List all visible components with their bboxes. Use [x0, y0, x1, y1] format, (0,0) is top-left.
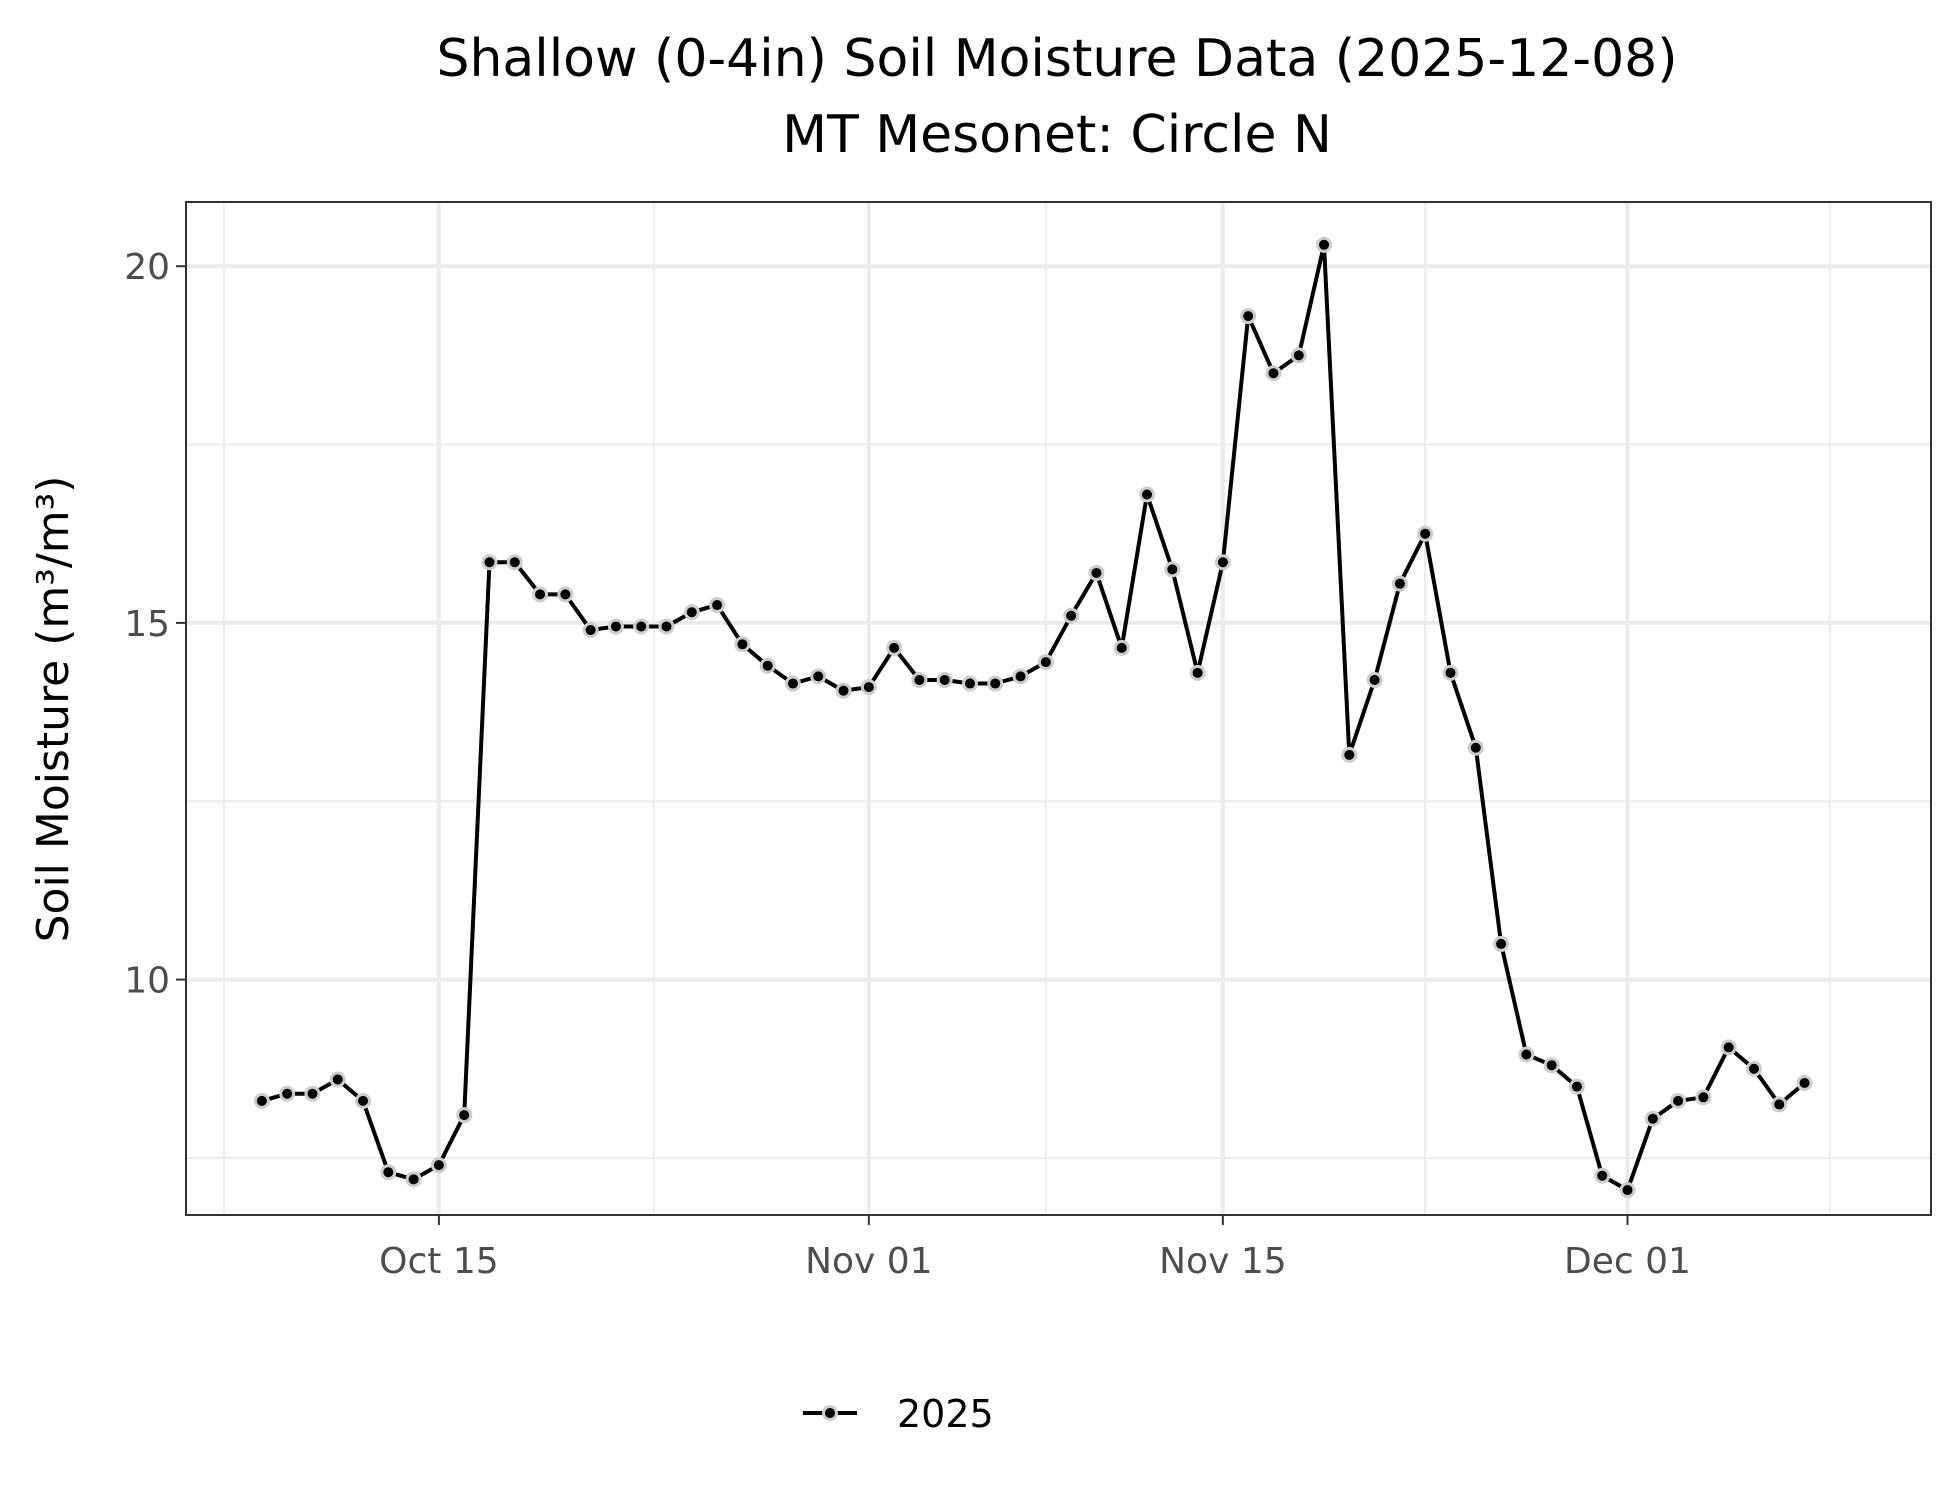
data-point — [1597, 1170, 1608, 1181]
data-point — [964, 678, 975, 689]
data-point — [1116, 642, 1127, 653]
data-point — [1268, 368, 1279, 379]
data-point — [1748, 1063, 1759, 1074]
x-tick-label: Nov 01 — [805, 1241, 933, 1282]
data-point — [939, 674, 950, 685]
data-point — [1167, 564, 1178, 575]
x-tick-label: Dec 01 — [1564, 1241, 1691, 1282]
data-point — [1571, 1081, 1582, 1092]
data-point — [535, 589, 546, 600]
data-point — [787, 678, 798, 689]
chart-title-line2: MT Mesonet: Circle N — [782, 105, 1332, 165]
data-point — [712, 600, 723, 611]
x-tick-label: Oct 15 — [379, 1241, 499, 1282]
data-point — [383, 1167, 394, 1178]
data-point — [509, 557, 520, 568]
y-tick-label: 15 — [124, 604, 170, 645]
data-point — [1445, 667, 1456, 678]
plot-background — [186, 202, 1931, 1215]
data-point — [1698, 1092, 1709, 1103]
data-point — [1521, 1049, 1532, 1060]
y-axis-label: Soil Moisture (m³/m³) — [28, 476, 79, 943]
data-point — [1723, 1042, 1734, 1053]
data-point — [1319, 239, 1330, 250]
data-point — [560, 589, 571, 600]
data-point — [1394, 578, 1405, 589]
data-point — [256, 1095, 267, 1106]
plot-border — [185, 201, 1932, 1216]
data-point — [813, 671, 824, 682]
data-point — [408, 1174, 419, 1185]
data-point — [1344, 749, 1355, 760]
legend: 2025 — [803, 1392, 994, 1436]
data-point — [737, 639, 748, 650]
data-point — [1243, 311, 1254, 322]
data-point — [459, 1110, 470, 1121]
data-point — [484, 557, 495, 568]
data-point — [1293, 350, 1304, 361]
data-point — [636, 621, 647, 632]
data-point — [358, 1095, 369, 1106]
data-point — [1799, 1078, 1810, 1089]
data-point — [1066, 610, 1077, 621]
data-point — [1217, 557, 1228, 568]
data-point — [1142, 489, 1153, 500]
legend-label: 2025 — [897, 1392, 994, 1436]
data-point — [307, 1088, 318, 1099]
y-axis: 10 15 20 — [124, 247, 186, 1002]
x-axis: Oct 15 Nov 01 Nov 15 Dec 01 — [379, 1215, 1691, 1282]
data-point — [332, 1074, 343, 1085]
data-point — [686, 607, 697, 618]
data-point — [1420, 528, 1431, 539]
data-point — [914, 674, 925, 685]
data-point — [1015, 671, 1026, 682]
x-tick-label: Nov 15 — [1159, 1241, 1287, 1282]
data-point — [661, 621, 672, 632]
data-point — [1369, 674, 1380, 685]
data-point — [990, 678, 1001, 689]
data-point — [1040, 657, 1051, 668]
data-point — [1546, 1060, 1557, 1071]
data-point — [282, 1088, 293, 1099]
y-tick-label: 10 — [124, 961, 170, 1002]
data-point — [610, 621, 621, 632]
data-point — [585, 625, 596, 636]
legend-point — [825, 1408, 835, 1418]
data-point — [1192, 667, 1203, 678]
series-layer — [253, 236, 1813, 1199]
data-point — [762, 660, 773, 671]
data-point — [889, 642, 900, 653]
data-point — [433, 1160, 444, 1171]
data-point — [1496, 938, 1507, 949]
grid-major — [186, 202, 1931, 1215]
data-point — [1470, 742, 1481, 753]
data-point — [1774, 1099, 1785, 1110]
data-point — [838, 685, 849, 696]
data-point — [863, 682, 874, 693]
data-point — [1647, 1113, 1658, 1124]
data-point — [1091, 567, 1102, 578]
data-point — [1622, 1185, 1633, 1196]
chart-title-line1: Shallow (0-4in) Soil Moisture Data (2025… — [436, 29, 1677, 89]
data-point — [1673, 1095, 1684, 1106]
y-tick-label: 20 — [124, 247, 170, 288]
